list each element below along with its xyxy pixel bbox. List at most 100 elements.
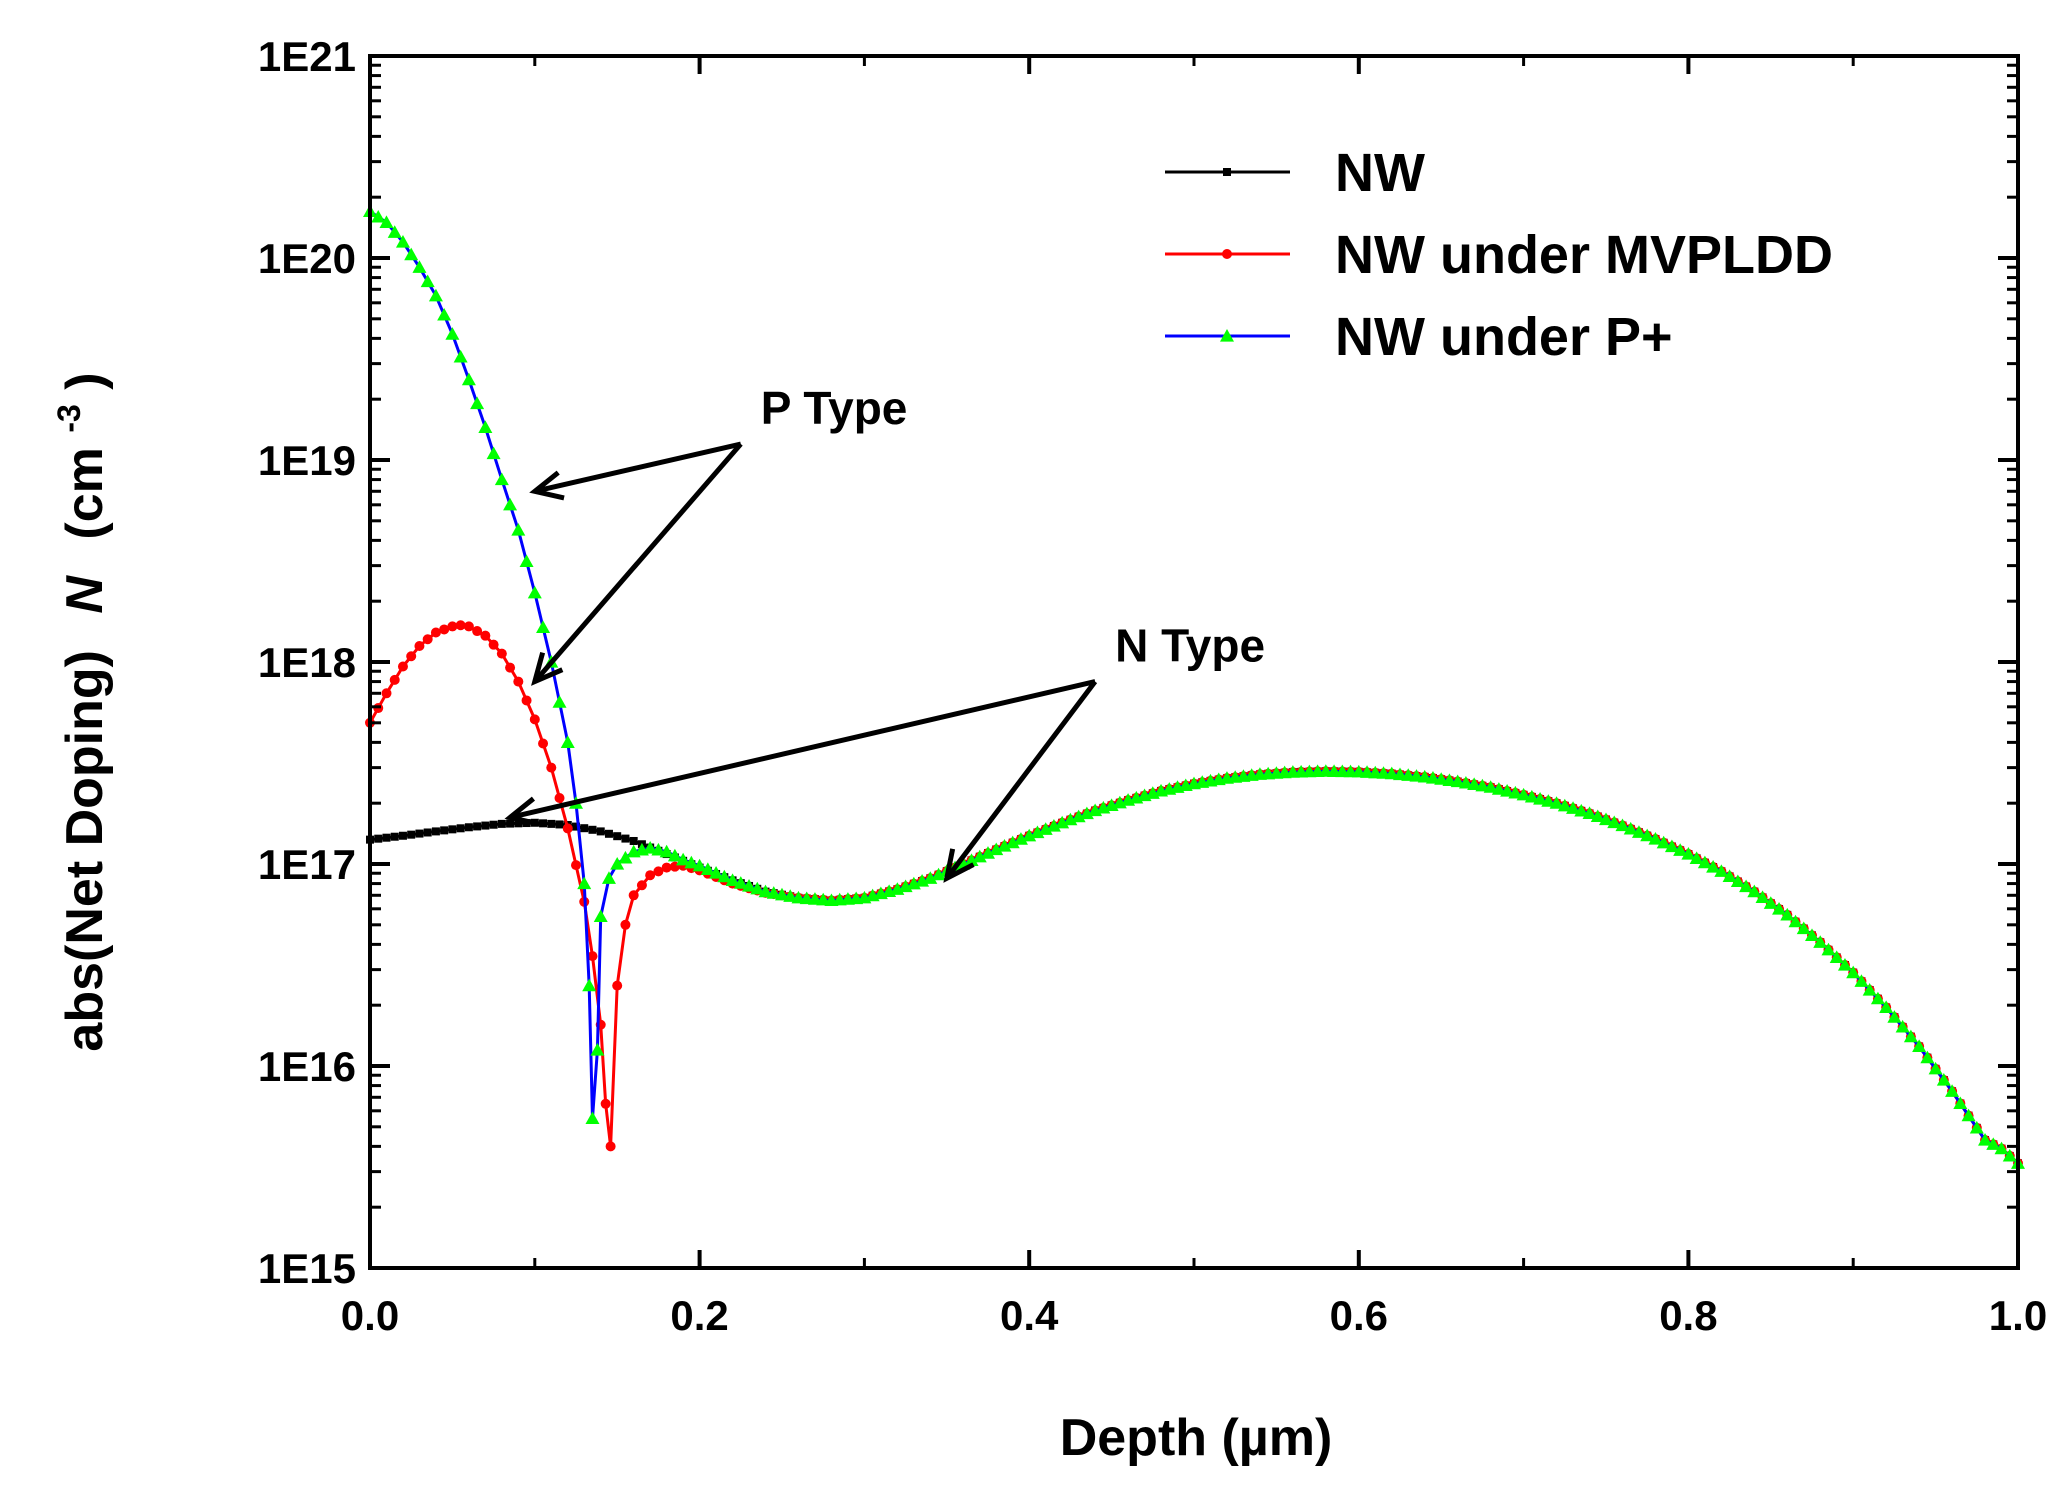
data-point bbox=[1615, 818, 1630, 832]
data-point bbox=[676, 852, 691, 866]
data-point bbox=[1590, 809, 1605, 823]
data-point bbox=[1549, 796, 1564, 809]
y-tick-label: 1E18 bbox=[258, 639, 356, 686]
data-point bbox=[1516, 787, 1531, 801]
data-point bbox=[1722, 869, 1737, 882]
data-point bbox=[612, 980, 623, 991]
legend-marker bbox=[1222, 249, 1232, 259]
annotation-arrow-head bbox=[529, 470, 565, 501]
data-point bbox=[382, 833, 391, 842]
data-point bbox=[407, 830, 416, 839]
data-point bbox=[1706, 860, 1721, 873]
data-point bbox=[717, 869, 732, 883]
data-point bbox=[618, 850, 633, 864]
data-point bbox=[1961, 1108, 1976, 1122]
legend-marker bbox=[1220, 329, 1234, 342]
data-point bbox=[783, 889, 798, 902]
data-point bbox=[1450, 774, 1465, 788]
data-point bbox=[604, 829, 613, 838]
data-point bbox=[1986, 1137, 2001, 1150]
data-point bbox=[700, 862, 715, 876]
data-point bbox=[1895, 1019, 1910, 1033]
data-point bbox=[547, 819, 556, 828]
data-point bbox=[613, 832, 622, 841]
data-point bbox=[1483, 780, 1498, 793]
legend-label: NW under MVPLDD bbox=[1335, 225, 1833, 285]
data-point bbox=[414, 641, 425, 652]
x-tick-label: 0.2 bbox=[670, 1292, 728, 1339]
data-point bbox=[488, 639, 499, 650]
data-point bbox=[529, 714, 540, 725]
data-point bbox=[1829, 950, 1844, 964]
axes: 0.0 0.2 0.4 0.6 0.8 1.0 1E15 1E16 1E17 1E18 1E19 1E… bbox=[258, 33, 2047, 1339]
y-tick-label: 1E15 bbox=[258, 1245, 356, 1292]
data-point bbox=[1870, 991, 1885, 1005]
data-point bbox=[775, 887, 789, 901]
data-point bbox=[596, 827, 605, 836]
data-point bbox=[513, 676, 524, 687]
data-point bbox=[659, 844, 674, 858]
data-point bbox=[653, 866, 664, 877]
data-point bbox=[538, 738, 549, 749]
data-point bbox=[430, 627, 441, 638]
data-point bbox=[1607, 815, 1622, 829]
data-point bbox=[1805, 928, 1819, 941]
data-point bbox=[588, 825, 597, 834]
data-point bbox=[2002, 1148, 2017, 1162]
data-point bbox=[552, 695, 567, 708]
data-point bbox=[1467, 777, 1482, 790]
y-tick-label: 1E17 bbox=[258, 841, 356, 888]
data-point bbox=[445, 327, 460, 340]
data-point bbox=[463, 621, 474, 632]
data-point bbox=[1046, 819, 1061, 832]
data-point bbox=[1022, 828, 1037, 842]
annotation-arrow-shaft bbox=[509, 679, 1096, 820]
y-axis-title-unit-close: ) bbox=[56, 372, 114, 389]
data-point bbox=[750, 881, 765, 895]
data-point bbox=[496, 648, 507, 659]
data-point bbox=[651, 842, 666, 856]
legend-label: NW under P+ bbox=[1335, 307, 1673, 367]
data-point bbox=[472, 626, 483, 637]
plot-area bbox=[363, 204, 2025, 1169]
data-point bbox=[437, 307, 452, 321]
data-point bbox=[1780, 907, 1795, 921]
data-point bbox=[1928, 1061, 1943, 1075]
annotation-p-type: P Type bbox=[529, 382, 907, 686]
data-point bbox=[473, 822, 482, 831]
data-point bbox=[560, 735, 575, 748]
data-point bbox=[692, 858, 707, 872]
data-point bbox=[1417, 769, 1432, 783]
data-point bbox=[371, 209, 386, 223]
data-point bbox=[1846, 965, 1861, 979]
data-point bbox=[1566, 801, 1581, 814]
data-point bbox=[1524, 789, 1539, 803]
data-point bbox=[1623, 821, 1638, 835]
data-point bbox=[546, 762, 557, 773]
data-point bbox=[420, 274, 435, 288]
x-tick-label: 0.4 bbox=[1000, 1292, 1059, 1339]
data-point bbox=[397, 661, 408, 672]
data-point bbox=[1599, 812, 1613, 826]
data-point bbox=[395, 235, 410, 248]
data-point bbox=[1013, 832, 1028, 845]
data-point bbox=[1796, 921, 1811, 935]
data-point bbox=[1631, 825, 1646, 838]
data-point bbox=[1813, 935, 1828, 948]
data-point bbox=[601, 871, 616, 884]
annotations: P Type N Type bbox=[504, 382, 1265, 883]
data-point bbox=[571, 860, 581, 871]
data-point bbox=[1862, 983, 1877, 996]
data-point bbox=[585, 1111, 600, 1125]
data-point bbox=[486, 446, 501, 460]
annotation-arrow-shaft bbox=[532, 442, 743, 684]
data-point bbox=[1689, 851, 1704, 864]
data-point bbox=[406, 651, 417, 662]
data-point bbox=[478, 420, 493, 434]
data-point bbox=[981, 846, 995, 859]
y-tick-label: 1E19 bbox=[258, 437, 356, 484]
data-point bbox=[519, 554, 534, 568]
data-point bbox=[1747, 884, 1762, 898]
data-point bbox=[577, 876, 592, 890]
annotation-arrow-shaft bbox=[944, 680, 1098, 880]
